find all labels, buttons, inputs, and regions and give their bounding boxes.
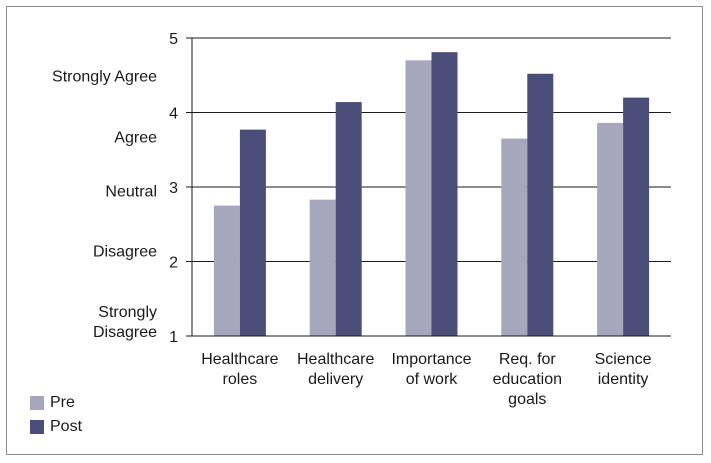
legend-item-post: Post bbox=[30, 418, 82, 436]
bar-pre bbox=[405, 60, 432, 336]
y-tick-label: 3 bbox=[169, 180, 178, 197]
y-tick-labels: 1 2 3 4 5 bbox=[169, 31, 178, 346]
x-tick-label: Science bbox=[595, 351, 652, 368]
bar-post bbox=[431, 52, 458, 336]
likert-label: Disagree bbox=[93, 324, 157, 341]
likert-label: Disagree bbox=[93, 243, 157, 260]
legend-item-pre: Pre bbox=[30, 394, 75, 412]
x-tick-label: education bbox=[493, 371, 562, 388]
x-tick-label: identity bbox=[598, 371, 649, 388]
likert-label: Neutral bbox=[105, 184, 157, 201]
x-tick-label: Healthcare bbox=[201, 351, 278, 368]
y-tick-label: 2 bbox=[169, 255, 178, 272]
x-tick-label: of work bbox=[406, 371, 459, 388]
x-tick-label: Healthcare bbox=[297, 351, 374, 368]
legend-label-post: Post bbox=[50, 418, 83, 435]
x-tick-label: delivery bbox=[308, 371, 363, 388]
x-tick-label: roles bbox=[223, 371, 258, 388]
bar-post bbox=[623, 97, 650, 336]
bars bbox=[213, 52, 650, 337]
likert-label: Strongly Agree bbox=[52, 68, 157, 85]
bar-post bbox=[335, 102, 362, 336]
category-labels: Healthcare roles Healthcare delivery Importa… bbox=[201, 351, 651, 408]
bar-post bbox=[239, 129, 266, 336]
bar-pre bbox=[501, 138, 528, 336]
bar-pre bbox=[213, 205, 240, 336]
bar-post bbox=[527, 73, 554, 336]
likert-label: Agree bbox=[114, 129, 157, 146]
y-tick-label: 5 bbox=[169, 31, 178, 48]
y-axis bbox=[186, 37, 671, 337]
legend-swatch-pre bbox=[30, 396, 44, 410]
legend-swatch-post bbox=[30, 420, 44, 434]
likert-labels: Strongly Disagree Disagree Neutral Agree Stro… bbox=[52, 68, 157, 341]
x-tick-label: Importance bbox=[391, 351, 471, 368]
y-tick-label: 4 bbox=[169, 106, 178, 123]
bar-pre bbox=[309, 199, 336, 336]
bar-pre bbox=[597, 122, 624, 337]
legend-label-pre: Pre bbox=[50, 394, 75, 411]
x-tick-label: goals bbox=[508, 391, 546, 408]
x-tick-label: Req. for bbox=[499, 351, 557, 368]
likert-label: Strongly bbox=[98, 304, 157, 321]
y-tick-label: 1 bbox=[169, 329, 178, 346]
